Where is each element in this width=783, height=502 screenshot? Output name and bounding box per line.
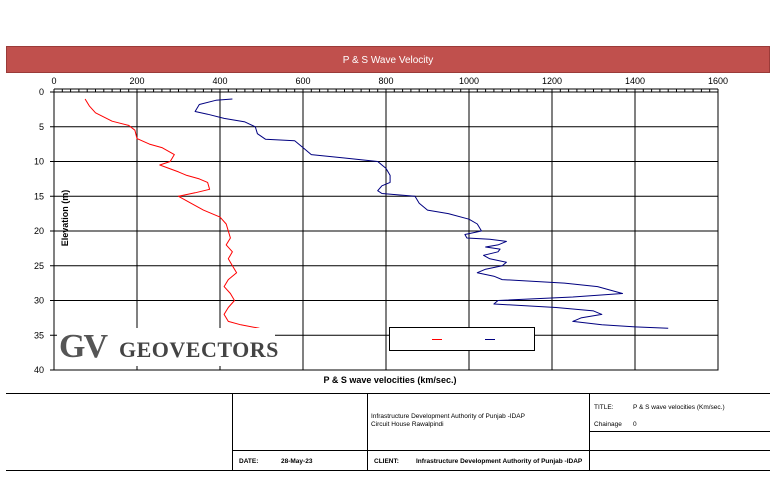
x-tick-label: 1600: [708, 76, 728, 86]
y-tick-label: 20: [34, 226, 44, 236]
s-wave-line: [84, 98, 260, 329]
y-tick-label: 40: [34, 365, 44, 375]
title-block: Infrastructure Development Authority of …: [6, 393, 770, 502]
y-tick-label: 25: [34, 261, 44, 271]
title-label: TITLE:: [594, 404, 614, 411]
legend-swatch-s-wave: [432, 339, 442, 340]
x-tick-label: 400: [212, 76, 227, 86]
title-value: P & S wave velocities (Km/sec.): [633, 404, 725, 411]
x-axis-label: P & S wave velocities (km/sec.): [323, 375, 457, 385]
y-tick-label: 0: [39, 87, 44, 97]
y-tick-label: 35: [34, 330, 44, 340]
series-lines: [84, 98, 669, 329]
ticks: 0 200 400 600 800 1000 1200 1400 1600 0 5 10 15 20 25 3…: [34, 76, 728, 375]
y-axis-label: Elevation (m): [60, 190, 70, 247]
x-tick-label: 0: [51, 76, 56, 86]
geovectors-logo: GV GEOVECTORS: [57, 328, 278, 366]
x-tick-label: 1400: [625, 76, 645, 86]
y-tick-label: 30: [34, 296, 44, 306]
client-value: Infrastructure Development Authority of …: [416, 458, 583, 465]
legend: [389, 327, 535, 351]
p-wave-line: [194, 98, 669, 329]
date-value: 28-May-23: [281, 458, 313, 465]
x-tick-label: 800: [378, 76, 393, 86]
chainage-label: Chainage: [594, 421, 622, 428]
x-tick-label: 600: [295, 76, 310, 86]
logo-mark: GV: [59, 328, 108, 365]
project-line-1: Infrastructure Development Authority of …: [371, 413, 525, 420]
legend-swatch-p-wave: [485, 339, 495, 340]
y-tick-label: 15: [34, 191, 44, 201]
chainage-value: 0: [633, 421, 637, 428]
project-line-2: Circuit House Rawalpindi: [371, 421, 444, 428]
grid: [53, 91, 719, 371]
y-tick-label: 10: [34, 157, 44, 167]
date-label: DATE:: [239, 458, 259, 465]
x-tick-label: 200: [129, 76, 144, 86]
chart-title: P & S Wave Velocity: [6, 46, 770, 73]
velocity-chart: 0 200 400 600 800 1000 1200 1400 1600 0 5 10 15 20 25 3…: [34, 76, 728, 375]
y-tick-label: 5: [39, 122, 44, 132]
logo-name: GEOVECTORS: [119, 337, 279, 362]
client-label: CLIENT:: [374, 458, 399, 465]
x-tick-label: 1000: [459, 76, 479, 86]
x-tick-label: 1200: [542, 76, 562, 86]
